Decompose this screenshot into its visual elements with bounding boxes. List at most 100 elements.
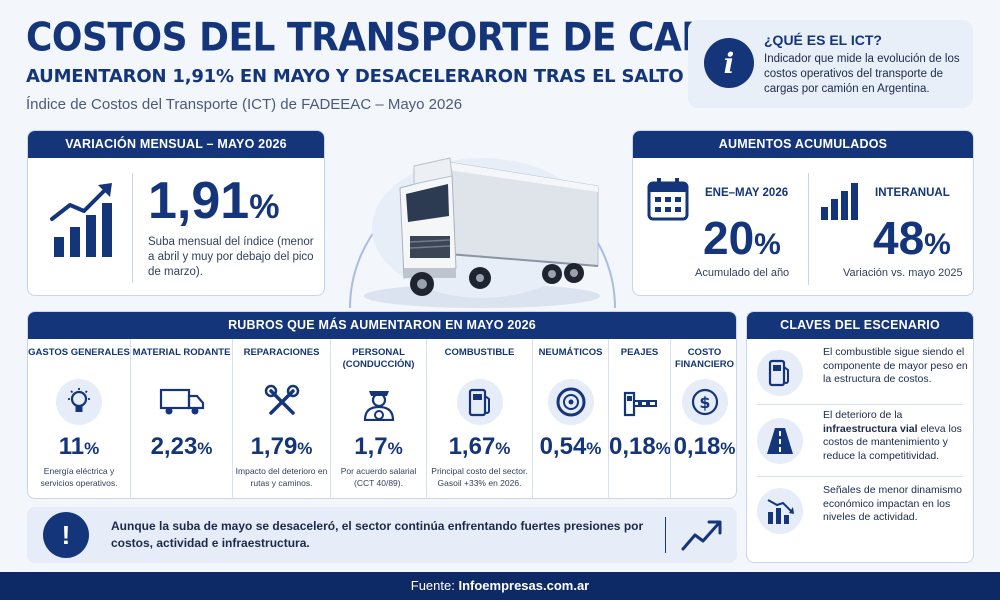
rubro-gastos-generales: GASTOS GENERALES 11% Energía eléctrica y… — [28, 339, 130, 498]
rubro-value: 1,7% — [331, 433, 426, 461]
ict-info-box: i ¿QUÉ ES EL ICT? Indicador que mide la … — [688, 20, 973, 108]
value-unit: % — [197, 439, 213, 458]
value-number: 0,18 — [673, 433, 721, 460]
rubro-value: 0,18% — [671, 433, 736, 461]
monthly-variation-value: 1,91% — [148, 171, 279, 231]
summary-note: ! Aunque la suba de mayo se desaceleró, … — [27, 507, 737, 563]
value-unit: % — [586, 439, 602, 458]
rubro-costo-financiero: COSTO FINANCIERO $ 0,18% — [670, 339, 736, 498]
rubro-reparaciones: REPARACIONES 1,79% Impacto del deterioro… — [232, 339, 330, 498]
divider — [808, 173, 809, 285]
wrench-icon — [259, 379, 305, 425]
value-number: 1,67 — [448, 433, 496, 460]
footer-label: Fuente: — [410, 578, 459, 593]
truck-illustration — [349, 157, 616, 308]
road-icon — [757, 418, 803, 464]
rubro-peajes: PEAJES 0,18% — [608, 339, 671, 498]
monthly-variation-header: VARIACIÓN MENSUAL – MAYO 2026 — [28, 131, 324, 158]
value-number: 0,18 — [609, 433, 656, 460]
rubro-value: 1,67% — [427, 433, 532, 461]
value-number: 1,91 — [148, 172, 250, 230]
value-unit: % — [655, 439, 671, 458]
bar-chart-icon — [821, 183, 858, 220]
acc-yoy-description: Variación vs. mayo 2025 — [843, 267, 963, 279]
text-emphasis: infraestructura vial — [823, 422, 918, 435]
value-number: 11 — [58, 433, 85, 460]
rubro-label: COSTO FINANCIERO — [674, 347, 735, 370]
value-unit: % — [387, 439, 403, 458]
scenario-key-text: El combustible sigue siendo el component… — [823, 346, 971, 387]
trend-up-chart-icon — [50, 183, 112, 257]
value-number: 0,54 — [539, 433, 587, 460]
scenario-keys-card: CLAVES DEL ESCENARIO El combustible sigu… — [746, 311, 974, 563]
scenario-keys-header: CLAVES DEL ESCENARIO — [747, 312, 973, 339]
value-number: 48 — [873, 212, 925, 264]
monthly-variation-card: VARIACIÓN MENSUAL – MAYO 2026 1,91% Suba… — [27, 130, 325, 296]
accumulated-increases-header: AUMENTOS ACUMULADOS — [633, 131, 973, 158]
value-unit: % — [924, 228, 951, 261]
index-source-line: Índice de Costos del Transporte (ICT) de… — [26, 96, 463, 113]
driver-icon — [356, 379, 402, 425]
rubro-description: Impacto del deterioro en rutas y caminos… — [235, 466, 328, 488]
rubro-neumaticos: NEUMÁTICOS 0,54% — [532, 339, 608, 498]
rubro-description: Energía eléctrica y servicios operativos… — [40, 466, 118, 488]
svg-text:$: $ — [699, 393, 710, 412]
fuel-pump-icon — [757, 350, 803, 396]
rubro-combustible: COMBUSTIBLE 1,67% Principal costo del se… — [426, 339, 532, 498]
rubro-label: PEAJES — [620, 347, 659, 358]
toll-barrier-icon — [617, 379, 663, 425]
tire-icon — [547, 379, 594, 425]
rubro-label: GASTOS GENERALES — [28, 347, 130, 358]
value-number: 20 — [703, 212, 755, 264]
top-items-header: RUBROS QUE MÁS AUMENTARON EN MAYO 2026 — [28, 312, 736, 339]
rubro-description: Principal costo del sector. Gasoil +33% … — [431, 466, 528, 488]
text-part: El deterioro de la — [823, 409, 903, 421]
rubro-description: Por acuerdo salarial (CCT 40/89). — [340, 466, 417, 488]
rubro-label: REPARACIONES — [243, 347, 320, 358]
ict-title: ¿QUÉ ES EL ICT? — [764, 32, 882, 48]
rubro-value: 1,79% — [233, 433, 330, 461]
value-unit: % — [297, 439, 313, 458]
monthly-variation-description: Suba mensual del índice (menor a abril y… — [148, 236, 314, 278]
fuel-pump-icon — [456, 379, 503, 425]
value-number: 1,7 — [354, 433, 388, 460]
declining-chart-icon — [757, 488, 803, 534]
top-items-card: RUBROS QUE MÁS AUMENTARON EN MAYO 2026 G… — [27, 311, 737, 499]
lightbulb-icon — [56, 379, 102, 425]
value-unit: % — [754, 228, 781, 261]
value-unit: % — [249, 188, 280, 226]
rubro-label: NEUMÁTICOS — [538, 347, 603, 358]
footer-source-link: Infoempresas.com.ar — [458, 578, 590, 593]
rubro-value: 11% — [28, 433, 130, 461]
rubro-material-rodante: MATERIAL RODANTE 2,23% — [130, 339, 232, 498]
scenario-key-text: Señales de menor dinamismo económico imp… — [823, 484, 971, 525]
scenario-key-text: El deterioro de la infraestructura vial … — [823, 409, 971, 463]
page-subtitle: AUMENTARON 1,91% EN MAYO Y DESACELERARON… — [26, 66, 796, 87]
trend-up-icon — [681, 520, 722, 551]
divider — [132, 173, 133, 283]
accumulated-increases-card: AUMENTOS ACUMULADOS ENE–MAY 2026 20% Acu… — [632, 130, 974, 296]
rubro-personal: PERSONAL (CONDUCCIÓN) 1,7% Por acuerdo s… — [330, 339, 426, 498]
divider — [757, 476, 963, 477]
rubro-value: 0,54% — [533, 433, 608, 461]
value-number: 1,79 — [250, 433, 298, 460]
dollar-icon: $ — [681, 379, 728, 425]
rubro-value: 0,18% — [609, 433, 671, 461]
acc-ytd-label: ENE–MAY 2026 — [705, 187, 789, 199]
info-icon: i — [704, 38, 754, 88]
divider — [665, 517, 666, 553]
rubro-label: PERSONAL (CONDUCCIÓN) — [342, 347, 415, 370]
acc-ytd-description: Acumulado del año — [695, 267, 790, 279]
value-number: 2,23 — [150, 433, 198, 460]
acc-yoy-label: INTERANUAL — [875, 187, 950, 199]
text-part: Señales de menor dinamismo económico imp… — [823, 484, 962, 523]
alert-icon: ! — [43, 512, 89, 558]
footer-source: Fuente: Infoempresas.com.ar — [0, 572, 1000, 600]
acc-yoy-value: 48% — [873, 211, 951, 265]
rubro-label: MATERIAL RODANTE — [132, 347, 231, 358]
value-unit: % — [720, 439, 736, 458]
summary-note-text: Aunque la suba de mayo se desaceleró, el… — [111, 519, 644, 550]
acc-ytd-value: 20% — [703, 211, 781, 265]
divider — [757, 404, 963, 405]
ict-description: Indicador que mide la evolución de los c… — [764, 53, 960, 95]
